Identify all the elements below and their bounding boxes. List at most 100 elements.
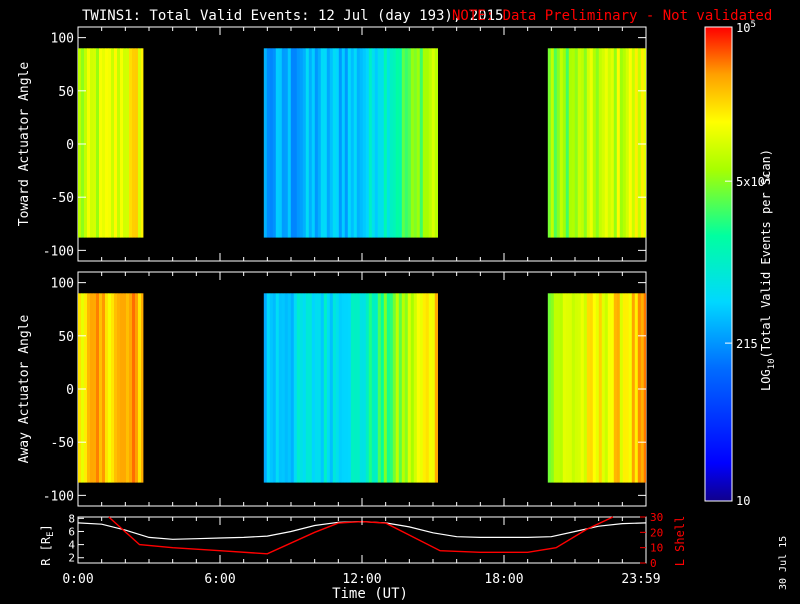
heatmap-cell [631, 293, 636, 483]
heatmap-cell [386, 48, 391, 238]
heatmap-cell [275, 48, 280, 238]
heatmap-cell [607, 48, 612, 238]
heatmap-cell [404, 293, 409, 483]
heatmap-cell [562, 48, 567, 238]
heatmap-cell [135, 48, 139, 238]
heatmap-cell [595, 293, 600, 483]
heatmap-cell [87, 293, 91, 483]
heatmap-cell [359, 48, 364, 238]
heatmap-cell [299, 293, 304, 483]
heatmap-cell [108, 293, 112, 483]
heatmap-cell [335, 293, 340, 483]
heatmap-cell [296, 48, 301, 238]
heatmap-cell [589, 48, 594, 238]
heatmap-cell [350, 293, 355, 483]
heatmap-cell [598, 293, 603, 483]
heatmap-cell [619, 48, 624, 238]
y-tick-label: 50 [58, 330, 74, 345]
x-axis-ticks: 0:00 6:00 12:00 18:00 23:59 [62, 27, 661, 587]
panel-away-heatmap [78, 293, 647, 483]
heatmap-cell [287, 293, 292, 483]
heatmap-cell [263, 48, 268, 238]
heatmap-cell [380, 48, 385, 238]
heatmap-cell [398, 48, 403, 238]
heatmap-cell [332, 293, 337, 483]
heatmap-cell [392, 48, 397, 238]
heatmap-cell [120, 48, 124, 238]
y-tick-label: 100 [51, 32, 74, 47]
heatmap-cell [323, 48, 328, 238]
heatmap-cell [589, 293, 594, 483]
heatmap-cell [105, 293, 109, 483]
heatmap-cell [329, 48, 334, 238]
heatmap-cell [595, 48, 600, 238]
r-tick-label: 4 [68, 539, 75, 552]
heatmap-cell [114, 48, 118, 238]
heatmap-cell [123, 48, 127, 238]
colorbar-tick-label: 105 [736, 20, 756, 35]
heatmap-cell [281, 48, 286, 238]
heatmap-cell [126, 48, 130, 238]
panel-away-ticks: 100 50 0 -50 -100 [43, 277, 646, 504]
heatmap-cell [350, 48, 355, 238]
heatmap-cell [556, 48, 561, 238]
y-tick-label: 0 [66, 383, 74, 398]
heatmap-cell [404, 48, 409, 238]
heatmap-cell [96, 293, 100, 483]
heatmap-cell [117, 293, 121, 483]
heatmap-cell [425, 293, 430, 483]
y-tick-label: -100 [43, 244, 74, 259]
heatmap-cell [302, 293, 307, 483]
heatmap-cell [416, 48, 421, 238]
heatmap-cell [434, 293, 438, 483]
heatmap-cell [571, 293, 576, 483]
heatmap-cell [416, 293, 421, 483]
panel-away: 100 50 0 -50 -100 Away Actuator Angle [17, 271, 647, 507]
heatmap-cell [643, 48, 647, 238]
heatmap-cell [123, 293, 127, 483]
heatmap-cell [568, 293, 573, 483]
heatmap-cell [320, 293, 325, 483]
heatmap-cell [395, 293, 400, 483]
heatmap-cell [574, 48, 579, 238]
heatmap-cell [314, 48, 319, 238]
heatmap-cell [550, 48, 555, 238]
heatmap-cell [266, 293, 271, 483]
heatmap-cell [592, 293, 597, 483]
heatmap-cell [99, 48, 103, 238]
heatmap-cell [293, 48, 298, 238]
heatmap-cell [643, 293, 647, 483]
heatmap-cell [105, 48, 109, 238]
heatmap-cell [341, 293, 346, 483]
heatmap-cell [628, 48, 633, 238]
heatmap-cell [102, 48, 106, 238]
x-tick-label: 6:00 [204, 572, 235, 587]
heatmap-cell [317, 48, 322, 238]
heatmap-cell [413, 48, 418, 238]
heatmap-cell [338, 293, 343, 483]
heatmap-cell [577, 48, 582, 238]
heatmap-cell [87, 48, 91, 238]
heatmap-cell [362, 293, 367, 483]
heatmap-cell [287, 48, 292, 238]
heatmap-cell [565, 293, 570, 483]
heatmap-cell [138, 48, 142, 238]
heatmap-cell [586, 48, 591, 238]
heatmap-cell [586, 293, 591, 483]
heatmap-cell [344, 293, 349, 483]
heatmap-cell [622, 293, 627, 483]
r-tick-label: 8 [68, 512, 75, 525]
preliminary-note: NOTE: Data Preliminary - Not validated [452, 8, 772, 24]
heatmap-cell [305, 293, 310, 483]
y-tick-label: 100 [51, 277, 74, 292]
heatmap-cell [392, 293, 397, 483]
heatmap-cell [577, 293, 582, 483]
heatmap-cell [332, 48, 337, 238]
heatmap-cell [583, 48, 588, 238]
heatmap-cell [323, 293, 328, 483]
heatmap-cell [108, 48, 112, 238]
heatmap-cell [410, 48, 415, 238]
x-tick-label: 12:00 [342, 572, 381, 587]
